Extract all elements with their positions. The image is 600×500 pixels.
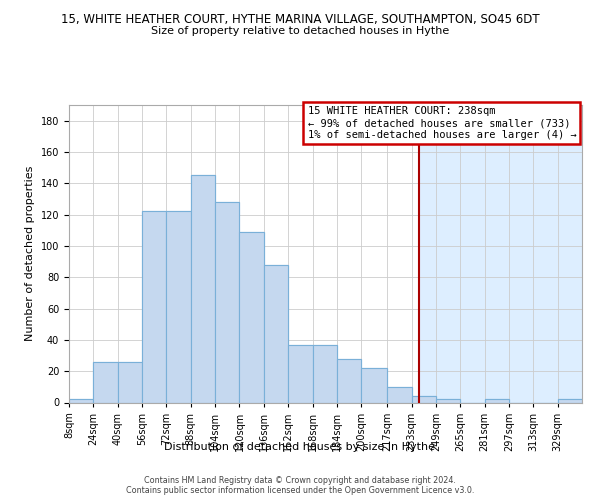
Bar xyxy=(166,212,191,402)
Bar xyxy=(191,176,215,402)
Bar xyxy=(387,387,412,402)
Bar xyxy=(485,400,509,402)
Bar xyxy=(94,362,118,403)
Bar xyxy=(337,358,361,403)
Text: 15, WHITE HEATHER COURT, HYTHE MARINA VILLAGE, SOUTHAMPTON, SO45 6DT: 15, WHITE HEATHER COURT, HYTHE MARINA VI… xyxy=(61,12,539,26)
Bar xyxy=(239,232,264,402)
Bar xyxy=(94,362,118,403)
Bar xyxy=(215,202,239,402)
Bar xyxy=(288,344,313,403)
Bar xyxy=(485,400,509,402)
Bar xyxy=(361,368,387,402)
Bar xyxy=(412,396,436,402)
Bar xyxy=(557,400,582,402)
Bar xyxy=(118,362,142,403)
Bar xyxy=(166,212,191,402)
Bar xyxy=(288,344,313,403)
Bar xyxy=(361,368,387,402)
Bar xyxy=(69,400,94,402)
Text: Size of property relative to detached houses in Hythe: Size of property relative to detached ho… xyxy=(151,26,449,36)
Bar xyxy=(436,400,460,402)
Bar xyxy=(118,362,142,403)
Bar xyxy=(239,232,264,402)
Bar xyxy=(387,387,412,402)
Bar xyxy=(142,212,166,402)
Bar xyxy=(142,212,166,402)
Bar xyxy=(436,400,460,402)
Bar xyxy=(215,202,239,402)
Bar xyxy=(337,358,361,403)
Text: Distribution of detached houses by size in Hythe: Distribution of detached houses by size … xyxy=(164,442,436,452)
Bar xyxy=(313,344,337,403)
Bar xyxy=(264,264,288,402)
Bar xyxy=(191,176,215,402)
Y-axis label: Number of detached properties: Number of detached properties xyxy=(25,166,35,342)
Bar xyxy=(412,396,436,402)
Bar xyxy=(69,400,94,402)
Bar xyxy=(419,105,582,403)
Bar xyxy=(264,264,288,402)
Bar xyxy=(557,400,582,402)
Bar xyxy=(313,344,337,403)
Text: Contains HM Land Registry data © Crown copyright and database right 2024.
Contai: Contains HM Land Registry data © Crown c… xyxy=(126,476,474,495)
Text: 15 WHITE HEATHER COURT: 238sqm
← 99% of detached houses are smaller (733)
1% of : 15 WHITE HEATHER COURT: 238sqm ← 99% of … xyxy=(308,106,576,140)
